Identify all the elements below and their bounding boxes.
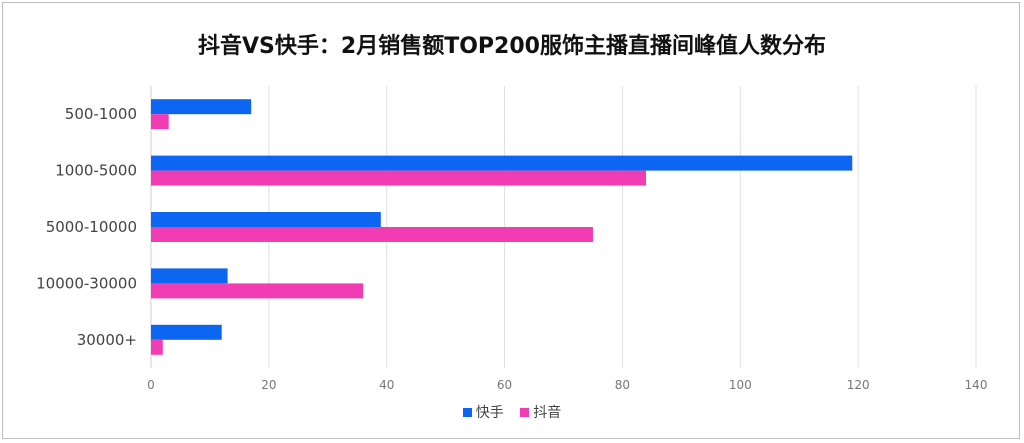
y-category-label: 10000-30000 [36, 274, 137, 292]
y-category-label: 5000-10000 [46, 218, 137, 236]
bar-douyin [151, 114, 169, 130]
x-tick-label: 80 [615, 378, 630, 392]
x-tick-label: 120 [847, 378, 870, 392]
x-tick-label: 100 [729, 378, 752, 392]
legend-item-douyin: 抖音 [520, 402, 561, 422]
x-tick-label: 60 [497, 378, 512, 392]
x-tick-label: 0 [147, 378, 155, 392]
bar-douyin [151, 227, 593, 242]
bar-kuaishou [151, 268, 228, 284]
bar-douyin [151, 170, 646, 186]
bar-douyin [151, 283, 364, 299]
legend-item-kuaishou: 快手 [462, 402, 504, 422]
bar-kuaishou [151, 99, 252, 115]
x-tick-label: 20 [261, 378, 276, 392]
y-category-label: 500-1000 [65, 105, 137, 123]
y-category-label: 1000-5000 [55, 162, 137, 180]
bar-douyin [151, 339, 163, 355]
legend-label: 抖音 [533, 405, 562, 421]
x-tick-label: 140 [965, 378, 988, 392]
x-tick-label: 40 [379, 378, 394, 392]
bar-kuaishou [151, 155, 853, 171]
chart-title: 抖音VS快手：2月销售额TOP200服饰主播直播间峰值人数分布 [198, 34, 826, 59]
legend: 快手 抖音 [0, 402, 1024, 422]
bar-kuaishou [151, 324, 222, 340]
bar-kuaishou [151, 212, 381, 227]
legend-label: 快手 [475, 405, 504, 421]
legend-swatch [462, 407, 472, 417]
y-category-label: 30000+ [77, 331, 137, 349]
legend-swatch [520, 407, 530, 417]
